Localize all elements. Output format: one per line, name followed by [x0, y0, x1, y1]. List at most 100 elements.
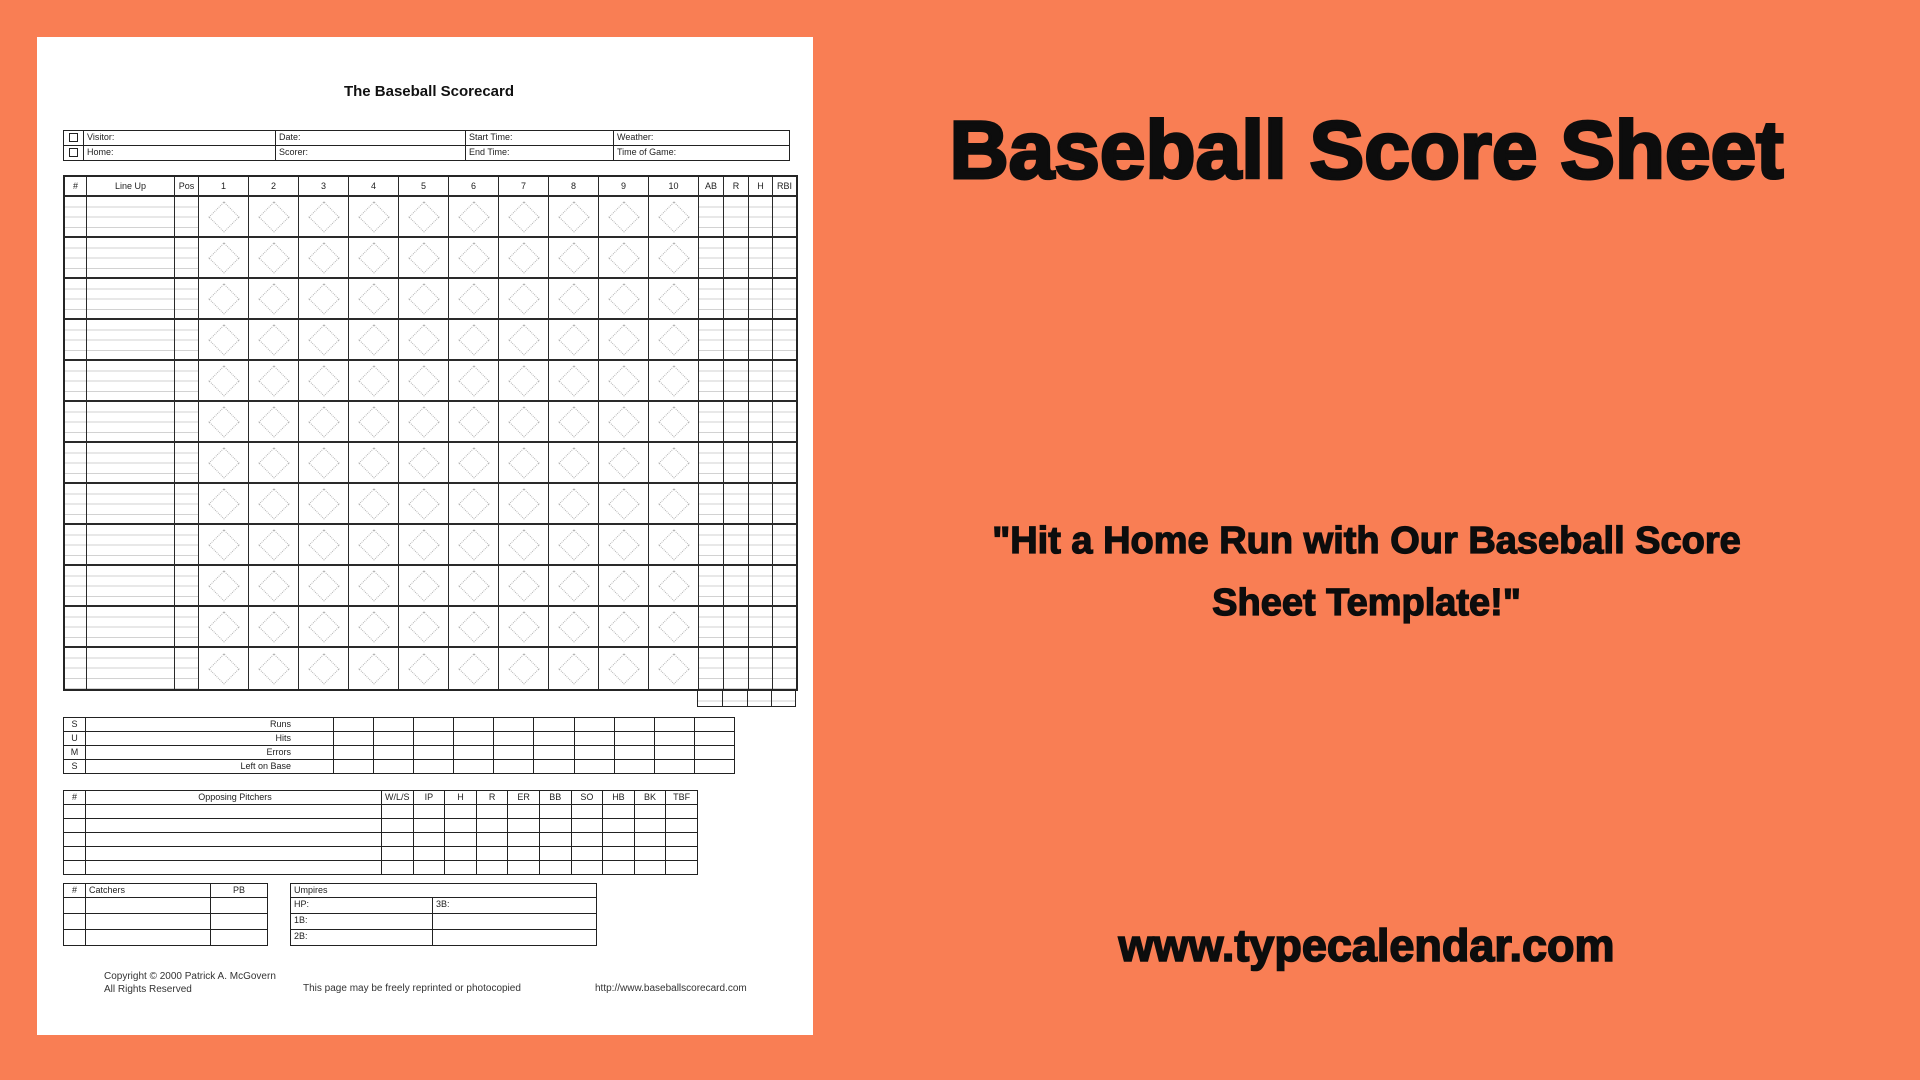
- inning-cell: [599, 279, 649, 320]
- stat-total-cell: [772, 691, 795, 706]
- game-info-row: Visitor: Date: Start Time: Weather:: [64, 131, 789, 146]
- h-cell: [749, 361, 773, 402]
- diamond-icon: [457, 569, 490, 602]
- diamond-icon: [507, 200, 540, 233]
- inning-header-cell: 10: [649, 177, 699, 197]
- inning-header-cell: 4: [349, 177, 399, 197]
- inning-cell: [649, 361, 699, 402]
- sums-value-cell: [454, 760, 495, 773]
- inning-cell: [349, 279, 399, 320]
- diamond-icon: [257, 487, 290, 520]
- pitchers-header-cell: BB: [540, 791, 572, 804]
- inning-cell: [349, 197, 399, 238]
- inning-cell: [399, 402, 449, 443]
- pitchers-data-cell: [603, 861, 635, 874]
- position-cell: [175, 607, 199, 648]
- diamond-icon: [657, 241, 690, 274]
- pitchers-data-cell: [382, 833, 414, 846]
- diamond-icon: [557, 282, 590, 315]
- pitchers-data-cell: [445, 847, 477, 860]
- totals-row: [697, 691, 796, 707]
- diamond-icon: [257, 241, 290, 274]
- diamond-icon: [607, 364, 640, 397]
- inning-cell: [649, 197, 699, 238]
- inning-cell: [299, 566, 349, 607]
- lineup-cell: [87, 443, 175, 484]
- position-cell: [175, 238, 199, 279]
- pitchers-data-cell: [508, 819, 540, 832]
- diamond-icon: [207, 200, 240, 233]
- inning-cell: [649, 648, 699, 689]
- sums-value-cell: [534, 732, 575, 745]
- catchers-data-cell: [211, 898, 267, 913]
- pitchers-data-cell: [64, 847, 86, 860]
- pitchers-data-cell: [540, 819, 572, 832]
- pitchers-data-cell: [477, 805, 509, 818]
- lineup-cell: [87, 648, 175, 689]
- diamond-icon: [307, 241, 340, 274]
- inning-cell: [449, 361, 499, 402]
- sums-value-cell: [374, 718, 415, 731]
- sums-row: S Runs: [64, 718, 734, 732]
- catchers-data-cell: [86, 898, 211, 913]
- inning-cell: [449, 443, 499, 484]
- diamond-icon: [557, 487, 590, 520]
- diamond-icon: [507, 528, 540, 561]
- sums-value-cell: [334, 760, 375, 773]
- pitchers-data-cell: [635, 833, 667, 846]
- pitchers-data-cell: [477, 861, 509, 874]
- sums-value-cell: [454, 732, 495, 745]
- pitchers-data-cell: [445, 861, 477, 874]
- h-cell: [749, 279, 773, 320]
- inning-cell: [299, 402, 349, 443]
- pitchers-data-cell: [666, 819, 697, 832]
- diamond-icon: [257, 364, 290, 397]
- umpire-label-cell: [433, 914, 596, 929]
- batter-number-cell: [65, 484, 87, 525]
- position-cell: [175, 320, 199, 361]
- sums-value-cell: [374, 760, 415, 773]
- inning-cell: [249, 566, 299, 607]
- pitchers-data-cell: [635, 861, 667, 874]
- inning-cell: [449, 402, 499, 443]
- inning-header-cell: 1: [199, 177, 249, 197]
- inning-cell: [649, 279, 699, 320]
- ab-cell: [699, 484, 724, 525]
- pitchers-data-cell: [414, 861, 446, 874]
- pitchers-data-cell: [603, 847, 635, 860]
- r-cell: [724, 402, 749, 443]
- pitchers-data-cell: [572, 833, 604, 846]
- umpires-title: Umpires: [291, 884, 596, 898]
- diamond-icon: [407, 323, 440, 356]
- inning-cell: [399, 279, 449, 320]
- diamond-icon: [607, 200, 640, 233]
- pitchers-data-cell: [540, 833, 572, 846]
- lineup-cell: [87, 566, 175, 607]
- diamond-icon: [257, 282, 290, 315]
- inning-cell: [599, 361, 649, 402]
- inning-cell: [449, 320, 499, 361]
- diamond-icon: [607, 487, 640, 520]
- pitchers-data-cell: [540, 805, 572, 818]
- sums-value-cell: [615, 746, 655, 759]
- team-label-cell: Visitor:: [84, 131, 276, 145]
- inning-cell: [599, 648, 649, 689]
- diamond-icon: [657, 446, 690, 479]
- inning-cell: [399, 238, 449, 279]
- catchers-header-cell: PB: [232, 885, 245, 895]
- pitchers-data-cell: [666, 805, 697, 818]
- pitchers-data-cell: [572, 805, 604, 818]
- diamond-icon: [407, 282, 440, 315]
- ab-cell: [699, 238, 724, 279]
- lineup-cell: [87, 525, 175, 566]
- inning-cell: [249, 402, 299, 443]
- lineup-cell: [87, 361, 175, 402]
- stat-total-cell: [748, 691, 772, 706]
- sums-value-cell: [695, 746, 734, 759]
- diamond-icon: [207, 446, 240, 479]
- pitchers-header-cell: W/L/S: [382, 791, 414, 804]
- inning-cell: [349, 566, 399, 607]
- inning-cell: [549, 279, 599, 320]
- diamond-icon: [557, 528, 590, 561]
- diamond-icon: [307, 323, 340, 356]
